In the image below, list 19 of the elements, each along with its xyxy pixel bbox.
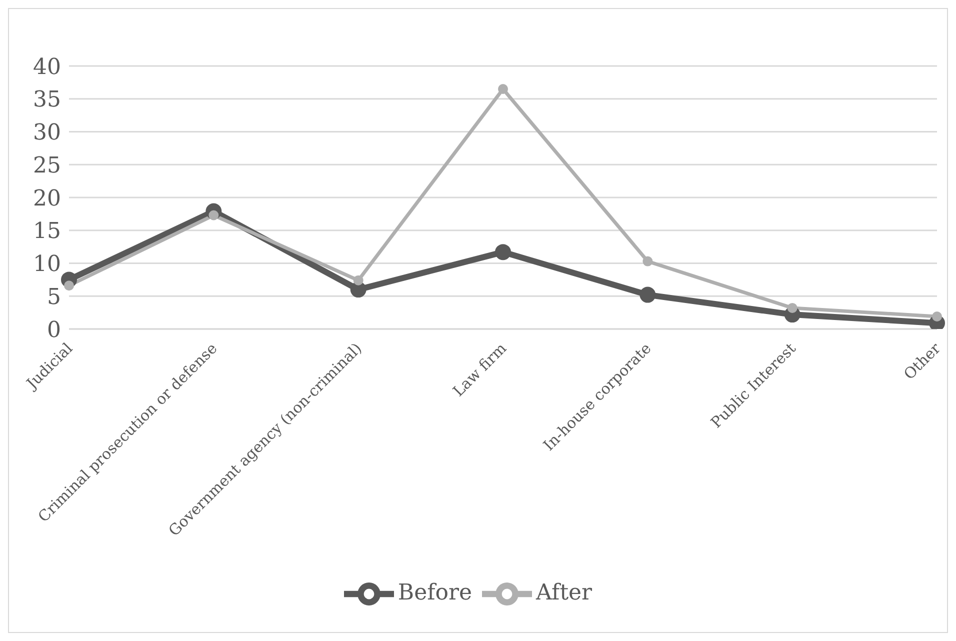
y-tick-label: 10 — [33, 252, 61, 278]
point — [353, 275, 364, 286]
y-tick-label: 5 — [47, 284, 61, 310]
point — [642, 256, 653, 266]
y-tick-label: 35 — [33, 88, 61, 113]
y-tick-label: 25 — [33, 153, 61, 178]
point — [64, 280, 74, 291]
y-tick-label: 30 — [33, 120, 61, 146]
y-tick-label: 15 — [33, 219, 61, 244]
point — [787, 302, 798, 313]
point — [640, 286, 656, 303]
point — [495, 244, 511, 260]
legend-label: After — [536, 580, 592, 606]
y-tick-label: 20 — [33, 186, 61, 212]
point — [932, 312, 942, 322]
legend-label: Before — [398, 580, 472, 606]
point — [498, 84, 508, 94]
y-tick-label: 40 — [33, 54, 61, 80]
y-tick-label: 0 — [47, 318, 61, 343]
